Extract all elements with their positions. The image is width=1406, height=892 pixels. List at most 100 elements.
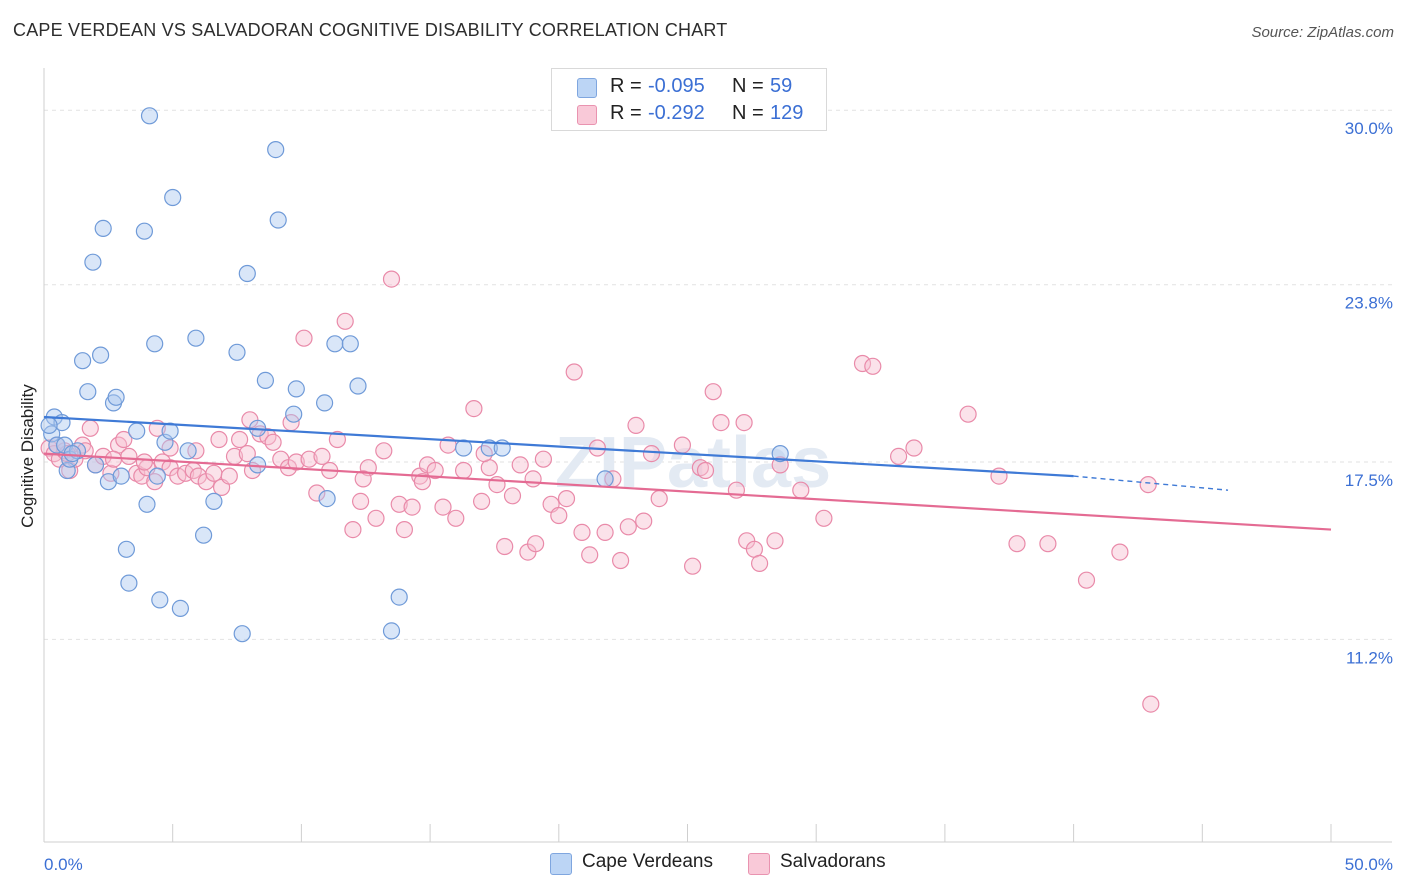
x-tick-label: 50.0% <box>1345 855 1393 874</box>
y-tick-label: 11.2% <box>1346 648 1393 667</box>
salvadoran-point <box>205 464 223 482</box>
chart-source: Source: ZipAtlas.com <box>1251 24 1394 41</box>
salvadoran-point <box>352 492 370 510</box>
salvadoran-point <box>1008 535 1026 553</box>
cape-verdean-point <box>112 467 130 485</box>
y-tick-label: 30.0% <box>1345 119 1393 138</box>
cape-verdean-point <box>84 253 102 271</box>
salvadoran-point <box>619 518 637 536</box>
cape-verdean-point <box>161 422 179 440</box>
salvadoran-point <box>390 495 408 513</box>
salvadoran-point <box>1139 476 1157 494</box>
legend-row-cape-verdeans: R = -0.095 N = 59 <box>552 74 826 100</box>
salvadoran-point <box>465 400 483 418</box>
salvadoran-point <box>635 512 653 530</box>
legend-swatch-pink <box>577 105 597 125</box>
salvadoran-point <box>650 490 668 508</box>
salvadoran-point <box>336 312 354 330</box>
salvadoran-point <box>792 481 810 499</box>
salvadoran-point <box>434 498 452 516</box>
cape-verdean-point <box>233 625 251 643</box>
salvadoran-point <box>81 419 99 437</box>
salvadoran-point <box>375 442 393 460</box>
legend-r-value: -0.095 <box>648 75 705 97</box>
salvadoran-point <box>815 509 833 527</box>
salvadoran-point <box>295 329 313 347</box>
cape-verdean-point <box>140 107 159 125</box>
cape-verdean-point <box>228 343 246 361</box>
cape-verdean-point <box>316 394 334 412</box>
cape-verdean-point <box>171 599 189 618</box>
cape-verdean-point <box>349 377 367 395</box>
salvadoran-point <box>526 535 545 553</box>
legend-n-value: 59 <box>770 75 793 97</box>
cape-verdean-point <box>187 329 205 347</box>
salvadoran-point <box>581 546 599 564</box>
salvadoran-point <box>673 436 692 454</box>
salvadoran-point <box>220 467 238 485</box>
salvadoran-point <box>231 430 249 449</box>
cape-verdean-point <box>164 188 182 207</box>
salvadoran-point <box>210 430 228 449</box>
cape-verdean-point <box>128 422 146 440</box>
cape-verdean-point <box>107 388 125 406</box>
salvadoran-point <box>627 416 645 434</box>
legend-r-label: R = <box>610 75 642 97</box>
cape-verdean-point <box>382 622 401 640</box>
salvadoran-point <box>524 470 542 488</box>
salvadoran-point <box>382 270 401 288</box>
cape-verdean-point <box>146 335 164 353</box>
salvadoran-point <box>691 459 710 477</box>
salvadoran-point <box>496 537 514 556</box>
cape-verdean-point <box>138 495 156 513</box>
cape-verdean-point <box>40 416 58 434</box>
salvadoran-point <box>238 445 256 463</box>
cape-verdean-point <box>390 588 408 606</box>
cape-verdean-point <box>151 591 169 609</box>
cape-verdean-point <box>195 526 213 544</box>
salvadoran-point <box>455 461 473 480</box>
salvadoran-point <box>573 523 591 542</box>
grid-layer <box>44 109 1392 640</box>
salvadoran-point <box>550 506 568 525</box>
salvadoran-point <box>712 414 730 432</box>
cape-verdean-point <box>63 445 81 463</box>
salvadoran-point <box>403 498 421 516</box>
salvadoran-point <box>534 450 553 468</box>
y-tick-label: 17.5% <box>1345 471 1393 490</box>
salvadoran-point <box>735 414 753 432</box>
chart-title: CAPE VERDEAN VS SALVADORAN COGNITIVE DIS… <box>13 20 728 40</box>
cape-verdean-point <box>771 445 789 463</box>
watermark: ZIPatlas <box>555 423 831 503</box>
salvadoran-point <box>1111 543 1129 561</box>
salvadoran-point <box>115 430 133 449</box>
salvadoran-point <box>853 354 872 373</box>
salvadoran-point <box>395 520 413 539</box>
trend-layer <box>43 415 1332 531</box>
salvadoran-point <box>344 520 362 539</box>
salvadoran-point <box>313 447 331 465</box>
salvadoran-point <box>473 492 491 510</box>
cape-verdean-point <box>285 405 303 423</box>
salvadoran-point <box>557 490 576 508</box>
salvadoran-point <box>413 473 431 491</box>
y-tick-label: 23.8% <box>1345 294 1393 313</box>
cape-verdean-point <box>156 433 174 451</box>
salvadoran-point <box>503 487 522 505</box>
tick-layer: 30.0% 23.8% 17.5% 11.2% 0.0% 50.0% <box>44 119 1393 874</box>
cape-verdean-point <box>269 211 287 229</box>
cape-verdeans-trend-extension <box>1073 475 1229 491</box>
cape-verdean-point <box>73 352 92 370</box>
legend-n-label: N = <box>732 102 764 124</box>
legend-swatch-blue <box>577 78 597 98</box>
salvadoran-point <box>683 557 702 575</box>
salvadoran-point <box>642 445 661 463</box>
salvadoran-point <box>300 450 318 468</box>
salvadoran-point <box>447 509 465 527</box>
cape-verdean-point <box>318 490 336 508</box>
legend-n-label: N = <box>732 75 764 97</box>
salvadoran-point <box>565 363 583 381</box>
salvadoran-point <box>864 357 882 375</box>
salvadoran-point <box>308 484 326 502</box>
salvadoran-point <box>959 405 977 423</box>
